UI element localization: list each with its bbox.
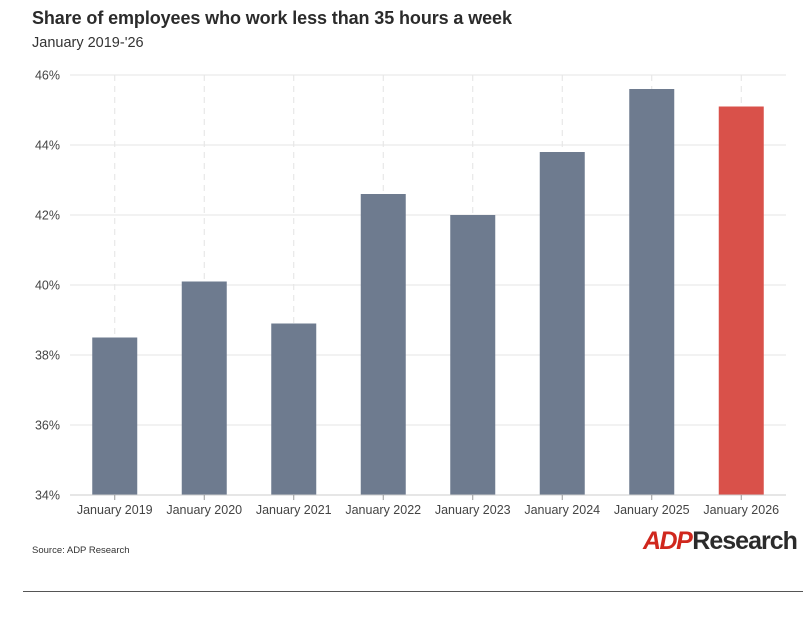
y-tick-label: 46% bbox=[35, 69, 60, 83]
logo-research-text: Research bbox=[692, 527, 798, 555]
x-tick-label: January 2022 bbox=[345, 503, 421, 517]
bar bbox=[92, 337, 138, 495]
adp-research-logo: ADP Research bbox=[643, 527, 798, 555]
chart-subtitle: January 2019-'26 bbox=[32, 35, 144, 51]
x-tick-label: January 2021 bbox=[256, 503, 332, 517]
bar bbox=[450, 215, 496, 495]
y-tick-label: 36% bbox=[35, 419, 60, 433]
bar bbox=[629, 89, 675, 495]
y-tick-label: 42% bbox=[35, 209, 60, 223]
chart-title: Share of employees who work less than 35… bbox=[32, 8, 512, 28]
y-tick-label: 44% bbox=[35, 139, 60, 153]
x-tick-label: January 2025 bbox=[614, 503, 690, 517]
bar bbox=[718, 106, 764, 495]
y-tick-label: 40% bbox=[35, 279, 60, 293]
adp-logo-mark: ADP bbox=[643, 527, 693, 555]
bar bbox=[360, 194, 406, 495]
bar bbox=[539, 152, 585, 495]
x-tick-label: January 2023 bbox=[435, 503, 511, 517]
bar bbox=[271, 323, 317, 495]
bottom-divider bbox=[23, 591, 803, 592]
bar bbox=[181, 281, 227, 495]
x-tick-label: January 2020 bbox=[166, 503, 242, 517]
y-tick-label: 34% bbox=[35, 489, 60, 503]
x-tick-label: January 2026 bbox=[703, 503, 779, 517]
bar-chart: 34% 36% 38% 40% 42% 44% 46% January 2019 January… bbox=[35, 69, 786, 517]
source-note: Source: ADP Research bbox=[32, 545, 130, 556]
x-tick-label: January 2019 bbox=[77, 503, 153, 517]
y-tick-label: 38% bbox=[35, 349, 60, 363]
x-tick-label: January 2024 bbox=[524, 503, 600, 517]
